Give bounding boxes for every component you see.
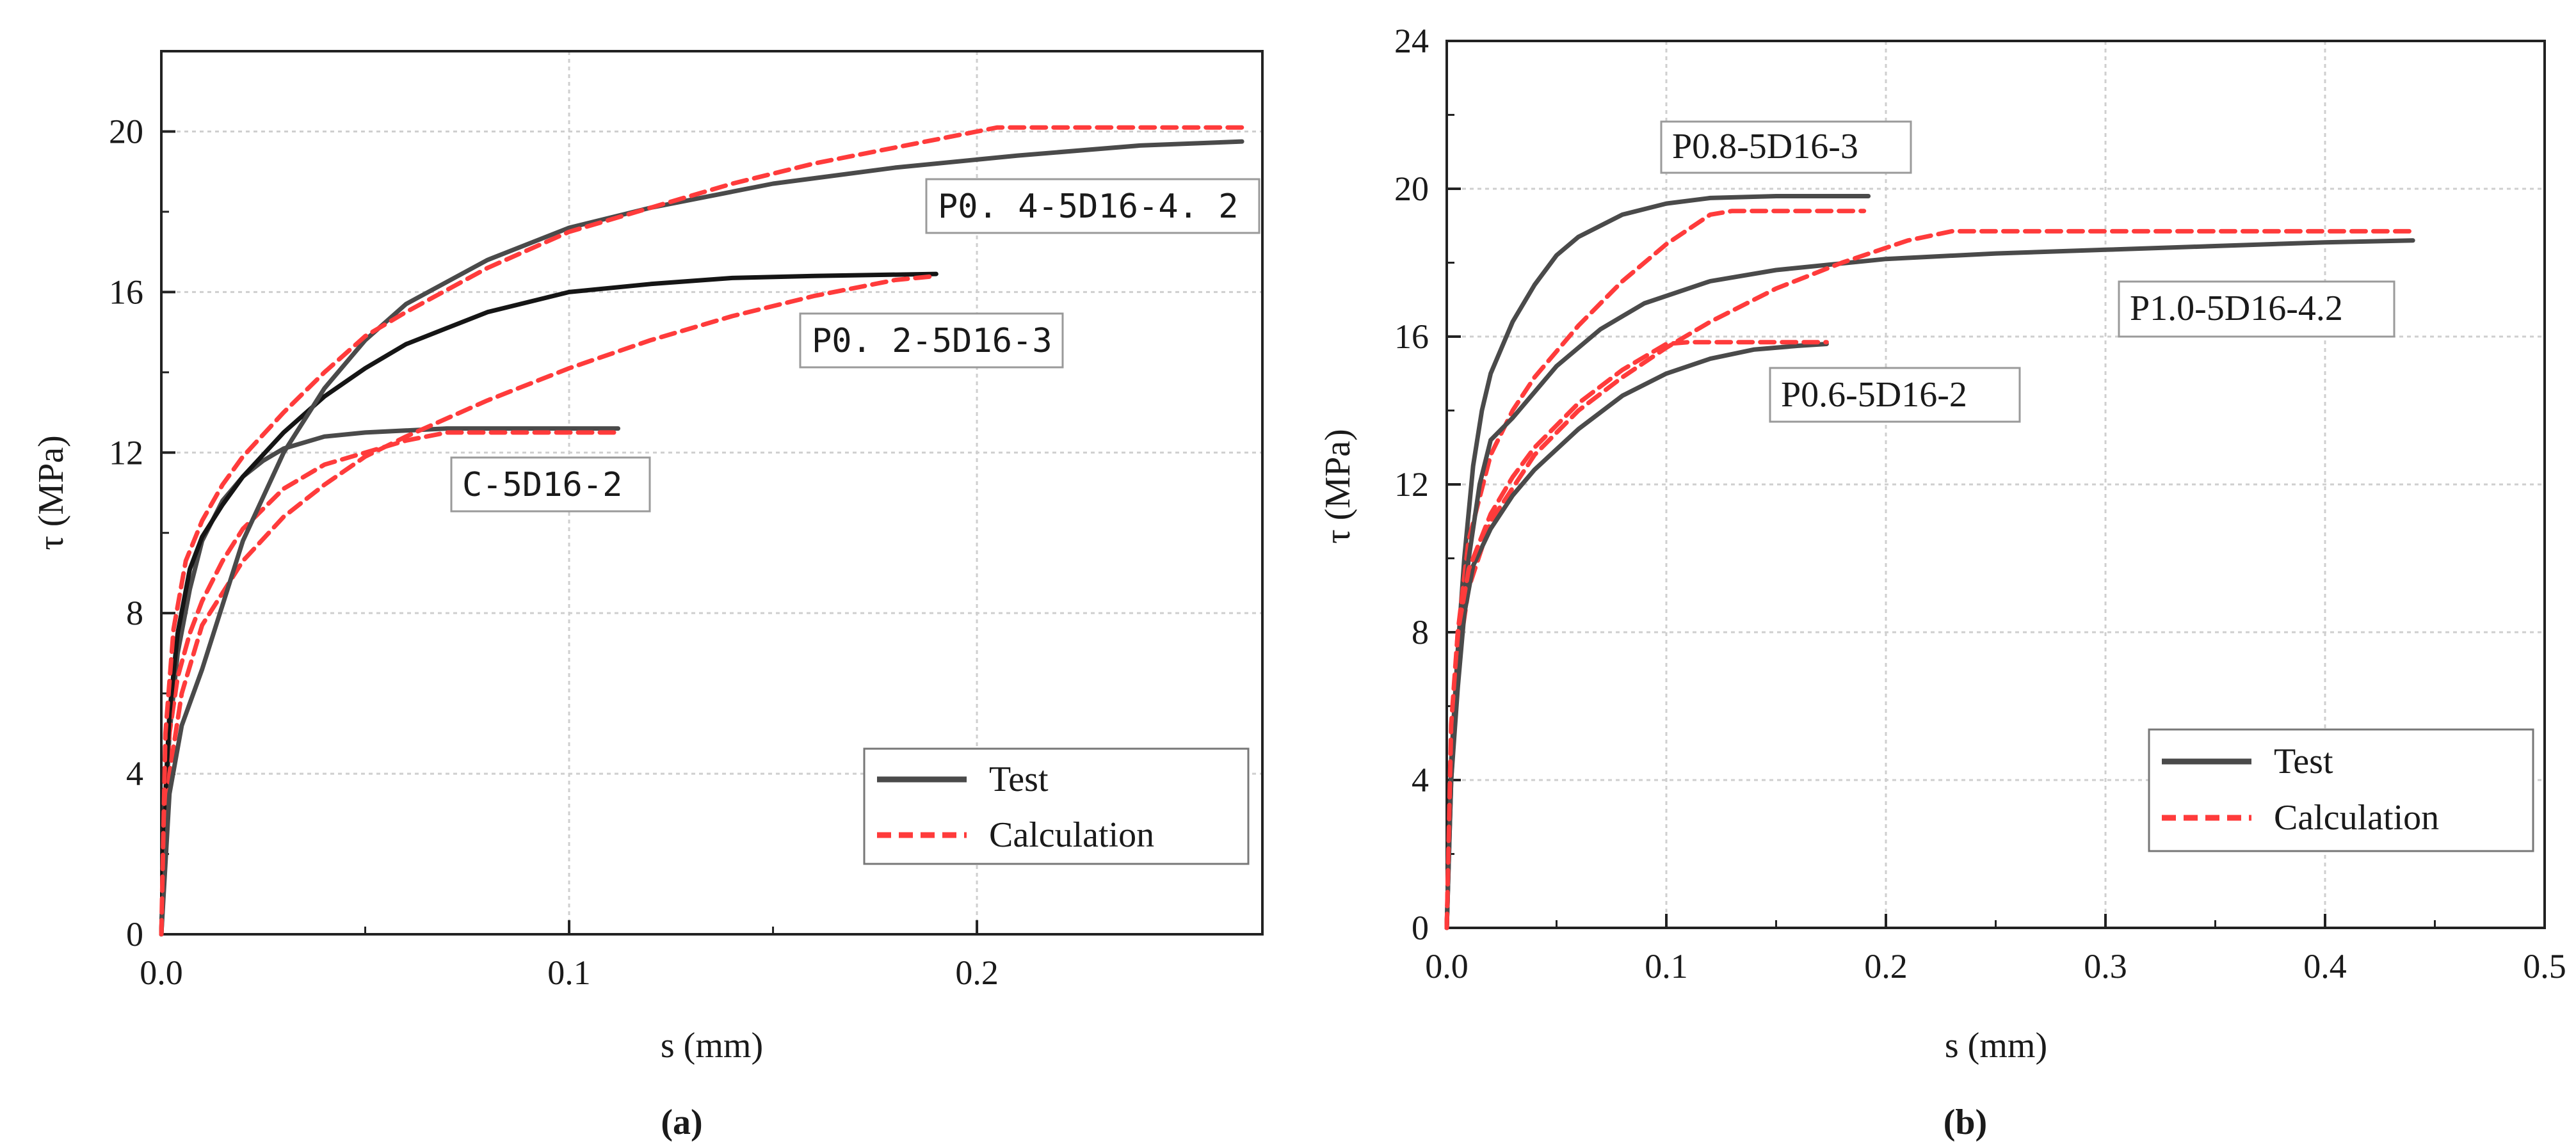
annotation-p02: P0. 2-5D16-3 — [799, 312, 1064, 369]
x-axis-title-a: s (mm) — [661, 1026, 763, 1065]
annotation-p02-label: P0. 2-5D16-3 — [812, 322, 1052, 360]
x-tick-label: 0.2 — [955, 953, 999, 992]
annotation-c-label: C-5D16-2 — [462, 466, 622, 504]
series-line-p0-6-5d16-2-calculation — [1444, 340, 1829, 930]
series-line-p0-4-5d16-4-2-test — [159, 139, 1244, 937]
y-tick-label: 4 — [1412, 761, 1429, 799]
panel-label-b: (b) — [1944, 1103, 1987, 1142]
series-line-p0-4-5d16-4-2-calculation — [159, 125, 1244, 937]
series-line-p0-2-5d16-3-test — [159, 271, 938, 937]
legend-b-test-label: Test — [2274, 742, 2333, 781]
y-tick-label: 12 — [1394, 465, 1429, 504]
x-tick-label: 0.5 — [2523, 947, 2566, 985]
annotation-p10: P1.0-5D16-4.2 — [2118, 280, 2395, 338]
x-tick-label: 0.2 — [1864, 947, 1908, 985]
x-tick-label: 0.0 — [140, 953, 183, 992]
legend-b-calc-label: Calculation — [2274, 798, 2439, 838]
x-tick-label: 0.1 — [547, 953, 591, 992]
x-axis-title-b: s (mm) — [1945, 1026, 2047, 1065]
annotation-p10-label: P1.0-5D16-4.2 — [2130, 289, 2343, 328]
annotation-p06: P0.6-5D16-2 — [1769, 367, 2021, 423]
y-tick-label: 0 — [126, 915, 143, 953]
y-tick-label: 0 — [1412, 909, 1429, 947]
panel-b: 0.0 0.1 0.2 0.3 0.4 0.5 0 4 8 12 16 20 24 P0.8-5D16-… — [1318, 22, 2566, 1142]
y-axis-title-b: τ (MPa) — [1318, 429, 1358, 544]
y-tick-label: 20 — [109, 112, 143, 150]
x-tick-label: 0.1 — [1645, 947, 1688, 985]
annotation-p08: P0.8-5D16-3 — [1660, 120, 1912, 174]
series-line-p0-8-5d16-3-calculation — [1444, 209, 1867, 930]
x-tick-label: 0.0 — [1425, 947, 1469, 985]
annotation-p04: P0. 4-5D16-4. 2 — [925, 178, 1260, 234]
legend-a-test-label: Test — [989, 760, 1049, 799]
panel-label-a: (a) — [661, 1103, 702, 1142]
ticks-b: 0.0 0.1 0.2 0.3 0.4 0.5 0 4 8 12 16 20 24 — [1394, 22, 2566, 985]
series-line-c-5d16-2-calculation — [159, 430, 620, 937]
series-line-p0-8-5d16-3-test — [1444, 194, 1871, 930]
annotation-p08-label: P0.8-5D16-3 — [1672, 127, 1858, 166]
annotation-c: C-5D16-2 — [450, 456, 651, 513]
annotation-p06-label: P0.6-5D16-2 — [1781, 375, 1967, 415]
y-tick-label: 4 — [126, 754, 143, 793]
y-tick-label: 20 — [1394, 170, 1429, 208]
plot-frame-a — [160, 50, 1264, 936]
y-tick-label: 16 — [1394, 317, 1429, 356]
x-tick-label: 0.3 — [2084, 947, 2127, 985]
legend-b: Test Calculation — [2148, 728, 2534, 852]
y-tick-label: 16 — [109, 273, 143, 311]
series-b — [1444, 194, 2415, 930]
annotation-p04-label: P0. 4-5D16-4. 2 — [938, 187, 1239, 226]
series-a — [159, 125, 1244, 937]
y-tick-label: 12 — [109, 433, 143, 472]
y-tick-label: 8 — [126, 594, 143, 632]
x-tick-label: 0.4 — [2303, 947, 2347, 985]
series-line-p0-6-5d16-2-test — [1444, 342, 1829, 930]
legend-a-calc-label: Calculation — [989, 815, 1154, 855]
y-tick-label: 8 — [1412, 613, 1429, 651]
y-axis-title-a: τ (MPa) — [31, 435, 71, 550]
y-tick-label: 24 — [1394, 22, 1429, 60]
panel-a: 0.0 0.1 0.2 0 4 8 12 16 20 P0. 4-5D16-4. 2 P0. 2… — [31, 50, 1264, 1142]
legend-a: Test Calculation — [863, 747, 1250, 865]
series-line-p0-2-5d16-3-calculation — [159, 273, 938, 937]
